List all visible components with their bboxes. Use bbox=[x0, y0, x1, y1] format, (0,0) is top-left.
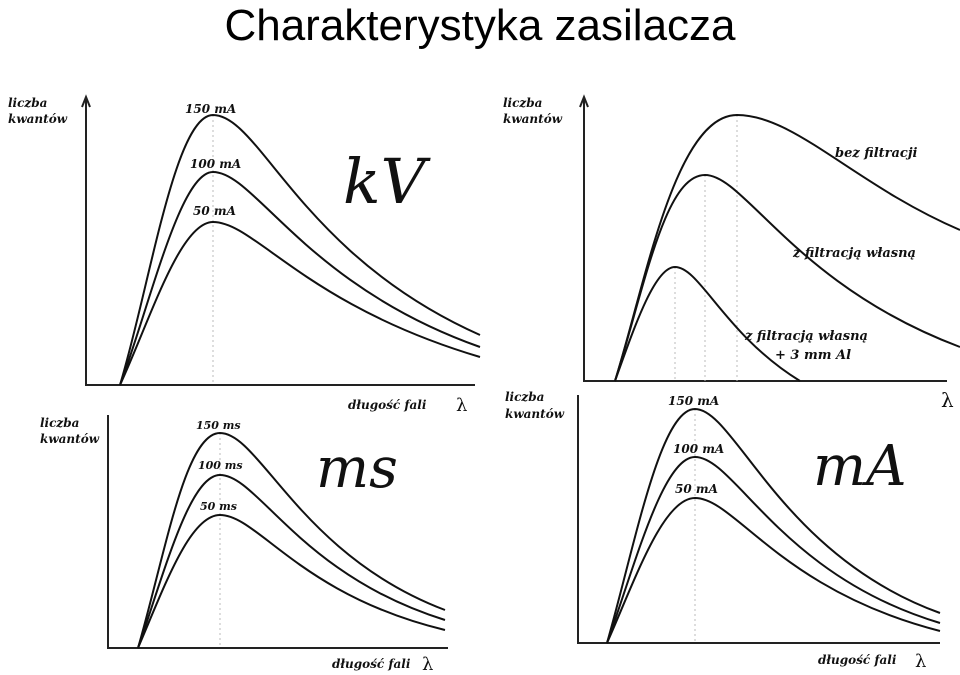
ma-lambda: λ bbox=[915, 651, 926, 672]
ms-curve-100 bbox=[137, 473, 446, 649]
filt-curve-own bbox=[614, 173, 960, 382]
filt-lambda: λ bbox=[941, 388, 954, 412]
panel-filtration: liczba kwantów bez filtracji z filtracją… bbox=[495, 85, 960, 415]
ms-curve-50 bbox=[137, 513, 446, 649]
ms-axes bbox=[107, 415, 448, 649]
panel-ms: liczba kwantów 150 ms 100 ms 50 ms ms dł… bbox=[0, 405, 490, 675]
ms-label-150: 150 ms bbox=[196, 419, 241, 432]
kv-label-100: 100 mA bbox=[190, 157, 241, 171]
ma-axes bbox=[577, 395, 940, 644]
ma-chart: liczba kwantów 150 mA 100 mA 50 mA mA dł… bbox=[505, 390, 941, 672]
kv-label-150: 150 mA bbox=[185, 102, 236, 116]
kv-x-label: długość fali bbox=[348, 398, 427, 412]
kv-y-arrow bbox=[81, 94, 91, 108]
ma-y-label-2: kwantów bbox=[505, 407, 565, 421]
slide-title: Charakterystyka zasilacza bbox=[224, 1, 736, 50]
filt-y-label-1: liczba bbox=[503, 96, 542, 110]
kv-label-50: 50 mA bbox=[193, 204, 236, 218]
ma-label-150: 150 mA bbox=[668, 394, 719, 408]
ms-y-label-2: kwantów bbox=[40, 432, 100, 446]
kv-lambda: λ bbox=[456, 395, 467, 416]
kv-curve-150 bbox=[119, 113, 481, 386]
ma-x-label: długość fali bbox=[818, 653, 897, 667]
filt-label-al-2: + 3 mm Al bbox=[775, 348, 851, 363]
ma-curve-50 bbox=[606, 496, 941, 644]
filt-y-arrow bbox=[579, 94, 589, 108]
ma-label-100: 100 mA bbox=[673, 442, 724, 456]
ms-y-label-1: liczba bbox=[40, 416, 79, 430]
filt-axes bbox=[583, 99, 947, 382]
ms-chart: liczba kwantów 150 ms 100 ms 50 ms ms dł… bbox=[40, 415, 448, 675]
ms-lambda: λ bbox=[422, 654, 433, 675]
ma-y-label-1: liczba bbox=[505, 390, 544, 404]
ms-big-label: ms bbox=[316, 436, 398, 501]
ms-curve-150 bbox=[137, 431, 446, 649]
kv-curve-100 bbox=[119, 170, 481, 386]
kv-curve-50 bbox=[119, 220, 481, 386]
kv-y-label-1: liczba bbox=[8, 96, 47, 110]
ms-label-50: 50 ms bbox=[200, 500, 237, 513]
filt-curve-al bbox=[614, 265, 801, 382]
ma-label-50: 50 mA bbox=[675, 482, 718, 496]
filt-label-none: bez filtracji bbox=[835, 146, 918, 161]
kv-y-label-2: kwantów bbox=[8, 112, 68, 126]
ms-label-100: 100 ms bbox=[198, 459, 243, 472]
ms-x-label: długość fali bbox=[332, 657, 411, 671]
ma-big-label: mA bbox=[813, 434, 907, 499]
filt-y-label-2: kwantów bbox=[503, 112, 563, 126]
panel-ma: liczba kwantów 150 mA 100 mA 50 mA mA dł… bbox=[495, 385, 960, 675]
ma-curve-100 bbox=[606, 455, 941, 644]
filt-label-own: z filtracją własną bbox=[792, 246, 916, 261]
kv-chart: liczba kwantów 150 mA 100 mA 50 mA kV dł… bbox=[8, 94, 481, 416]
kv-big-label: kV bbox=[343, 145, 432, 218]
kv-axes bbox=[85, 99, 475, 386]
ma-curve-150 bbox=[606, 407, 941, 644]
filtration-chart: liczba kwantów bez filtracji z filtracją… bbox=[503, 94, 960, 412]
panel-kv: liczba kwantów 150 mA 100 mA 50 mA kV dł… bbox=[0, 85, 490, 416]
filt-label-al-1: z filtracją własną bbox=[744, 329, 868, 344]
